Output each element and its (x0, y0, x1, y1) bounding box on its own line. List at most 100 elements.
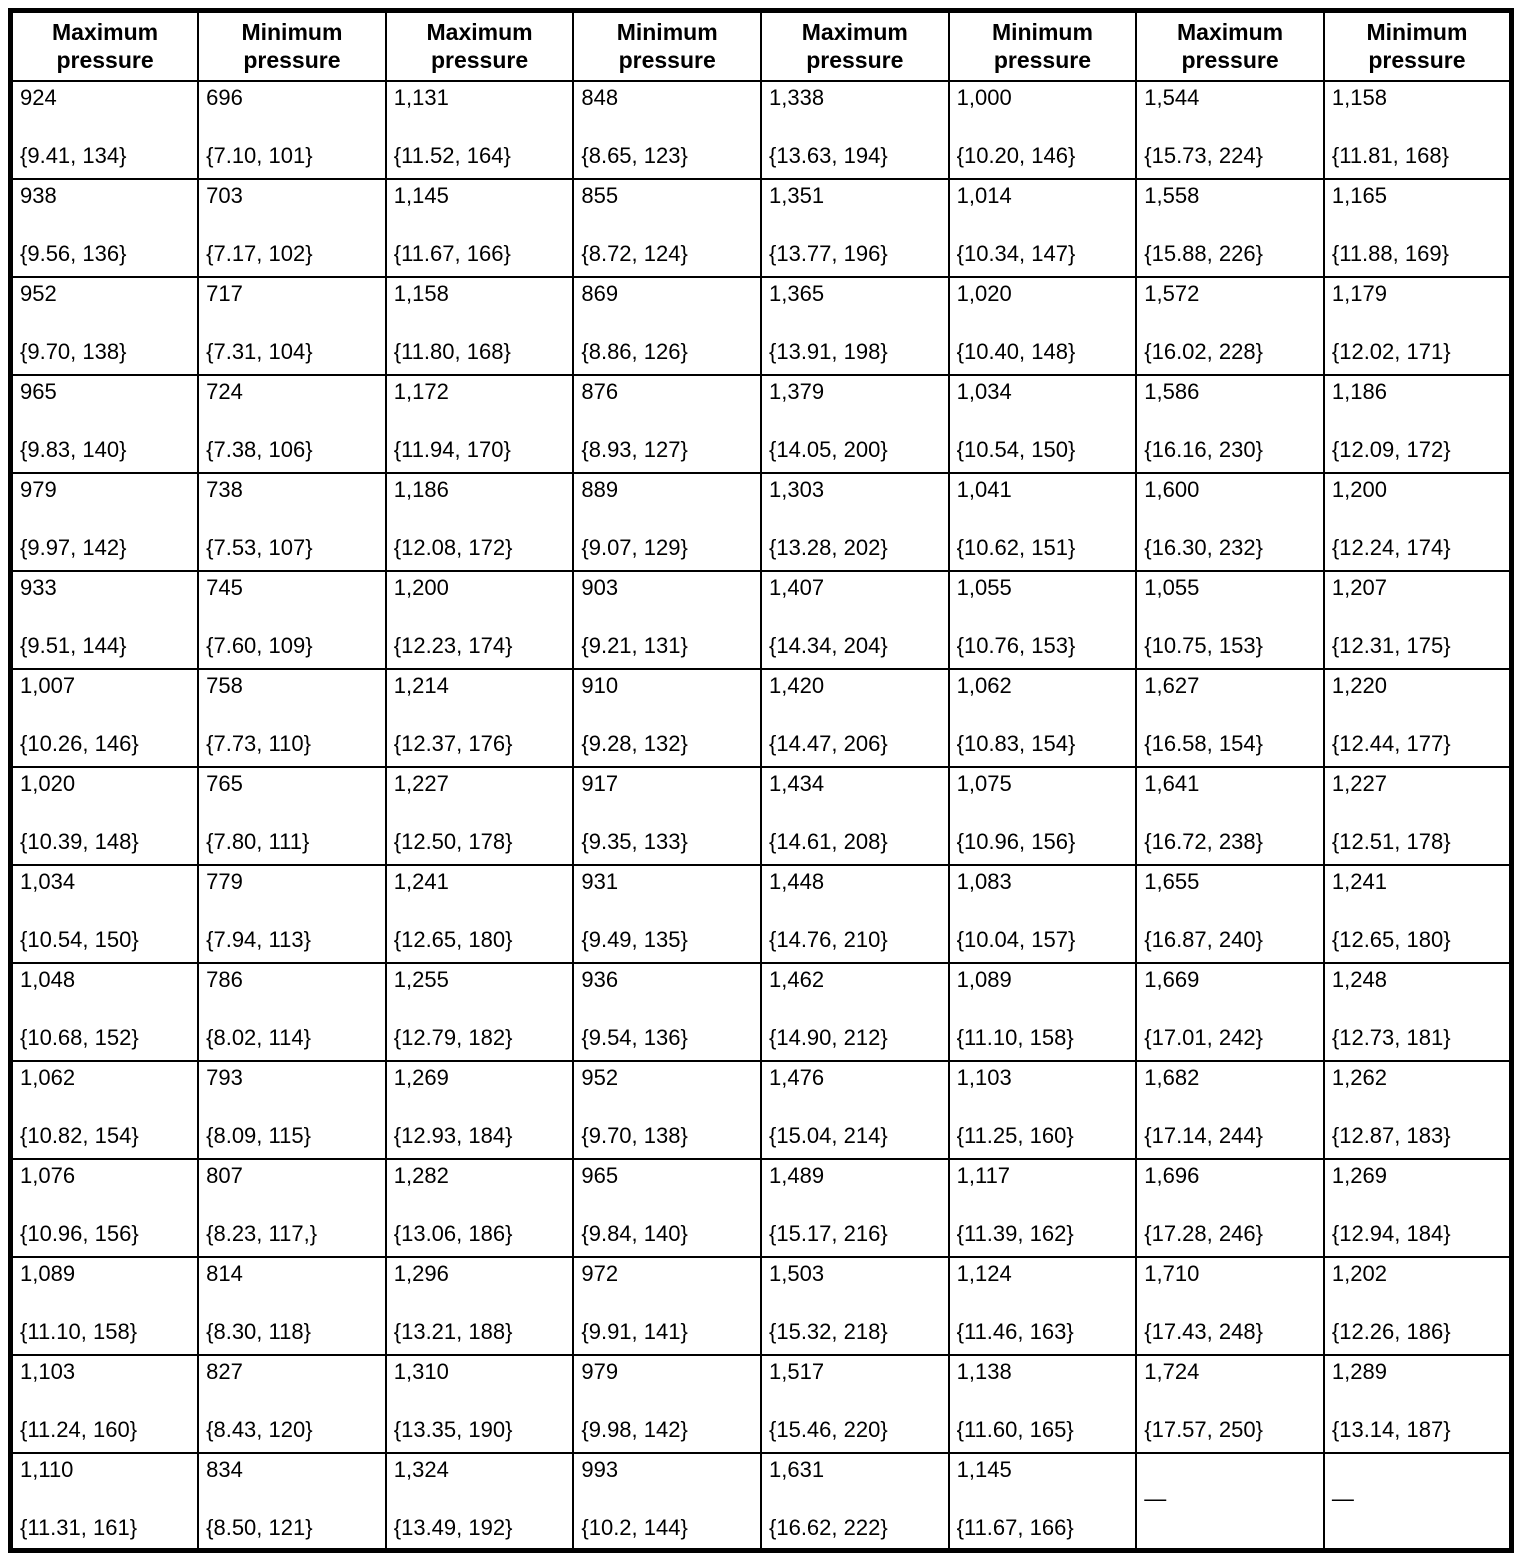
table-cell: 1,179 {12.02, 171} (1322, 275, 1513, 376)
table-row: 1,110 {11.31, 161} 834 {8.50, 121} 1,324 {13.… (9, 1451, 1513, 1552)
pressure-range: {12.87, 183} (1331, 1123, 1451, 1149)
pressure-value: 834 (206, 1456, 243, 1482)
pressure-value: 1,572 (1144, 280, 1200, 306)
table-cell: 1,055 {10.75, 153} (1135, 569, 1325, 670)
table-cell: 1,296 {13.21, 188} (384, 1255, 575, 1356)
pressure-value: 1,227 (1331, 770, 1387, 796)
pressure-value: 1,117 (956, 1162, 1011, 1188)
pressure-value: 993 (581, 1456, 619, 1482)
table-cell: 931 {9.49, 135} (572, 863, 762, 964)
pressure-value: 1,420 (769, 672, 825, 698)
pressure-range: {9.91, 141} (581, 1319, 688, 1345)
pressure-range: {10.04, 157} (956, 927, 1076, 953)
pressure-value: 1,172 (393, 378, 449, 404)
pressure-range: {10.96, 156} (956, 829, 1076, 855)
pressure-range: {11.67, 166} (956, 1515, 1074, 1541)
pressure-range: {12.50, 178} (393, 829, 513, 855)
table-cell: 1,117 {11.39, 162} (947, 1157, 1138, 1258)
table-cell: 1,089 {11.10, 158} (947, 961, 1138, 1062)
pressure-value: 738 (206, 476, 243, 502)
pressure-value: 1,020 (956, 280, 1012, 306)
pressure-value: 1,103 (20, 1358, 76, 1384)
pressure-range: {12.26, 186} (1331, 1319, 1451, 1345)
pressure-range: {13.28, 202} (769, 535, 888, 561)
pressure-range: {12.94, 184} (1331, 1221, 1451, 1247)
table-cell: 965 {9.84, 140} (572, 1157, 762, 1258)
pressure-range: {13.21, 188} (393, 1319, 513, 1345)
table-cell: 1,310 {13.35, 190} (384, 1353, 575, 1454)
table-cell: 1,248 {12.73, 181} (1322, 961, 1513, 1062)
table-cell: 1,145 {11.67, 166} (384, 177, 575, 278)
table-cell: 1,503 {15.32, 218} (760, 1255, 950, 1356)
pressure-value: 1,296 (393, 1260, 449, 1286)
pressure-range: {8.72, 124} (581, 241, 688, 267)
table-cell: 972 {9.91, 141} (572, 1255, 762, 1356)
pressure-range: {14.34, 204} (769, 633, 888, 659)
pressure-value: 979 (20, 476, 57, 502)
pressure-range: {9.97, 142} (20, 535, 127, 561)
pressure-value: 1,248 (1331, 966, 1387, 992)
pressure-range: {7.17, 102} (206, 241, 313, 267)
table-cell: 793 {8.09, 115} (197, 1059, 387, 1160)
pressure-value: 1,586 (1144, 378, 1200, 404)
table-cell: 1,241 {12.65, 180} (384, 863, 575, 964)
pressure-value: 876 (581, 378, 619, 404)
pressure-value: 1,145 (393, 182, 449, 208)
table-cell: 1,724 {17.57, 250} (1135, 1353, 1325, 1454)
table-cell: 1,186 {12.09, 172} (1322, 373, 1513, 474)
table-cell: 1,041 {10.62, 151} (947, 471, 1138, 572)
pressure-value: 1,255 (393, 966, 449, 992)
pressure-value: 1,202 (1331, 1260, 1387, 1286)
pressure-range: {10.54, 150} (20, 927, 139, 953)
table-cell: 1,338 {13.63, 194} (760, 79, 950, 180)
pressure-range: {8.23, 117,} (206, 1221, 318, 1247)
column-header: Maximum pressure (384, 9, 575, 82)
pressure-value: 848 (581, 84, 619, 110)
pressure-range: {15.46, 220} (769, 1417, 888, 1443)
pressure-value: 745 (206, 574, 243, 600)
table-row: 1,076 {10.96, 156} 807 {8.23, 117,} 1,282 {13… (9, 1157, 1513, 1258)
table-header-row: Maximum pressure Minimum pressure Maximum … (9, 9, 1513, 82)
pressure-value: 1,089 (20, 1260, 76, 1286)
pressure-value: 1,517 (769, 1358, 825, 1384)
pressure-range: {16.72, 238} (1144, 829, 1263, 855)
table-cell: 1,062 {10.83, 154} (947, 667, 1138, 768)
pressure-range: {10.62, 151} (956, 535, 1076, 561)
pressure-range: {7.31, 104} (206, 339, 313, 365)
table-cell: 1,241 {12.65, 180} (1322, 863, 1513, 964)
pressure-value: 889 (581, 476, 619, 502)
table-cell: 1,269 {12.93, 184} (384, 1059, 575, 1160)
pressure-value: 1,682 (1144, 1064, 1200, 1090)
pressure-range: {10.40, 148} (956, 339, 1076, 365)
pressure-value: 1,020 (20, 770, 76, 796)
pressure-range: {16.87, 240} (1144, 927, 1263, 953)
table-cell: 1,103 {11.25, 160} (947, 1059, 1138, 1160)
table-row: 1,034 {10.54, 150} 779 {7.94, 113} 1,241 {12.… (9, 863, 1513, 964)
pressure-range: {14.90, 212} (769, 1025, 888, 1051)
table-cell: 786 {8.02, 114} (197, 961, 387, 1062)
table-row: 1,062 {10.82, 154} 793 {8.09, 115} 1,269 {12.… (9, 1059, 1513, 1160)
table-cell: 1,227 {12.51, 178} (1322, 765, 1513, 866)
pressure-value: 1,034 (956, 378, 1012, 404)
table-cell: 1,138 {11.60, 165} (947, 1353, 1138, 1454)
pressure-value: 1,724 (1144, 1358, 1200, 1384)
pressure-value: 1,338 (769, 84, 825, 110)
pressure-value: 1,289 (1331, 1358, 1387, 1384)
pressure-value: 1,696 (1144, 1162, 1200, 1188)
pressure-value: 1,365 (769, 280, 825, 306)
table-cell: — (1135, 1451, 1325, 1552)
pressure-range: {13.35, 190} (393, 1417, 513, 1443)
pressure-value: 1,407 (769, 574, 825, 600)
table-cell: 855 {8.72, 124} (572, 177, 762, 278)
table-row: 933 {9.51, 144} 745 {7.60, 109} 1,200 {12.23,… (9, 569, 1513, 670)
table-cell: 1,103 {11.24, 160} (9, 1353, 200, 1454)
table-cell: 1,202 {12.26, 186} (1322, 1255, 1513, 1356)
pressure-value: 696 (206, 84, 243, 110)
pressure-value: 1,269 (393, 1064, 449, 1090)
table-cell: 889 {9.07, 129} (572, 471, 762, 572)
table-cell: 1,083 {10.04, 157} (947, 863, 1138, 964)
table-cell: 814 {8.30, 118} (197, 1255, 387, 1356)
table-cell: 834 {8.50, 121} (197, 1451, 387, 1552)
column-header: Minimum pressure (197, 9, 387, 82)
pressure-range: {15.32, 218} (769, 1319, 888, 1345)
